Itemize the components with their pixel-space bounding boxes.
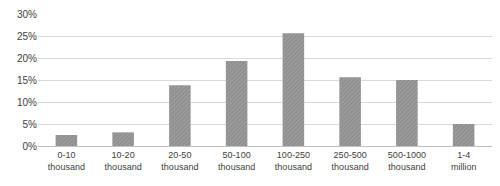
- svg-text:15%: 15%: [17, 75, 37, 86]
- svg-text:20%: 20%: [17, 53, 37, 64]
- svg-text:25%: 25%: [17, 31, 37, 42]
- svg-text:0%: 0%: [23, 141, 38, 152]
- svg-text:500-1000thousand: 500-1000thousand: [388, 150, 426, 172]
- svg-text:30%: 30%: [17, 9, 37, 20]
- svg-text:5%: 5%: [23, 119, 38, 130]
- svg-text:0-10thousand: 0-10thousand: [48, 150, 85, 172]
- svg-text:20-50thousand: 20-50thousand: [161, 150, 198, 172]
- svg-text:10%: 10%: [17, 97, 37, 108]
- svg-text:10-20thousand: 10-20thousand: [105, 150, 142, 172]
- svg-text:50-100thousand: 50-100thousand: [218, 150, 255, 172]
- svg-text:250-500thousand: 250-500thousand: [332, 150, 369, 172]
- svg-text:1-4million: 1-4million: [451, 150, 477, 172]
- svg-text:100-250thousand: 100-250thousand: [275, 150, 312, 172]
